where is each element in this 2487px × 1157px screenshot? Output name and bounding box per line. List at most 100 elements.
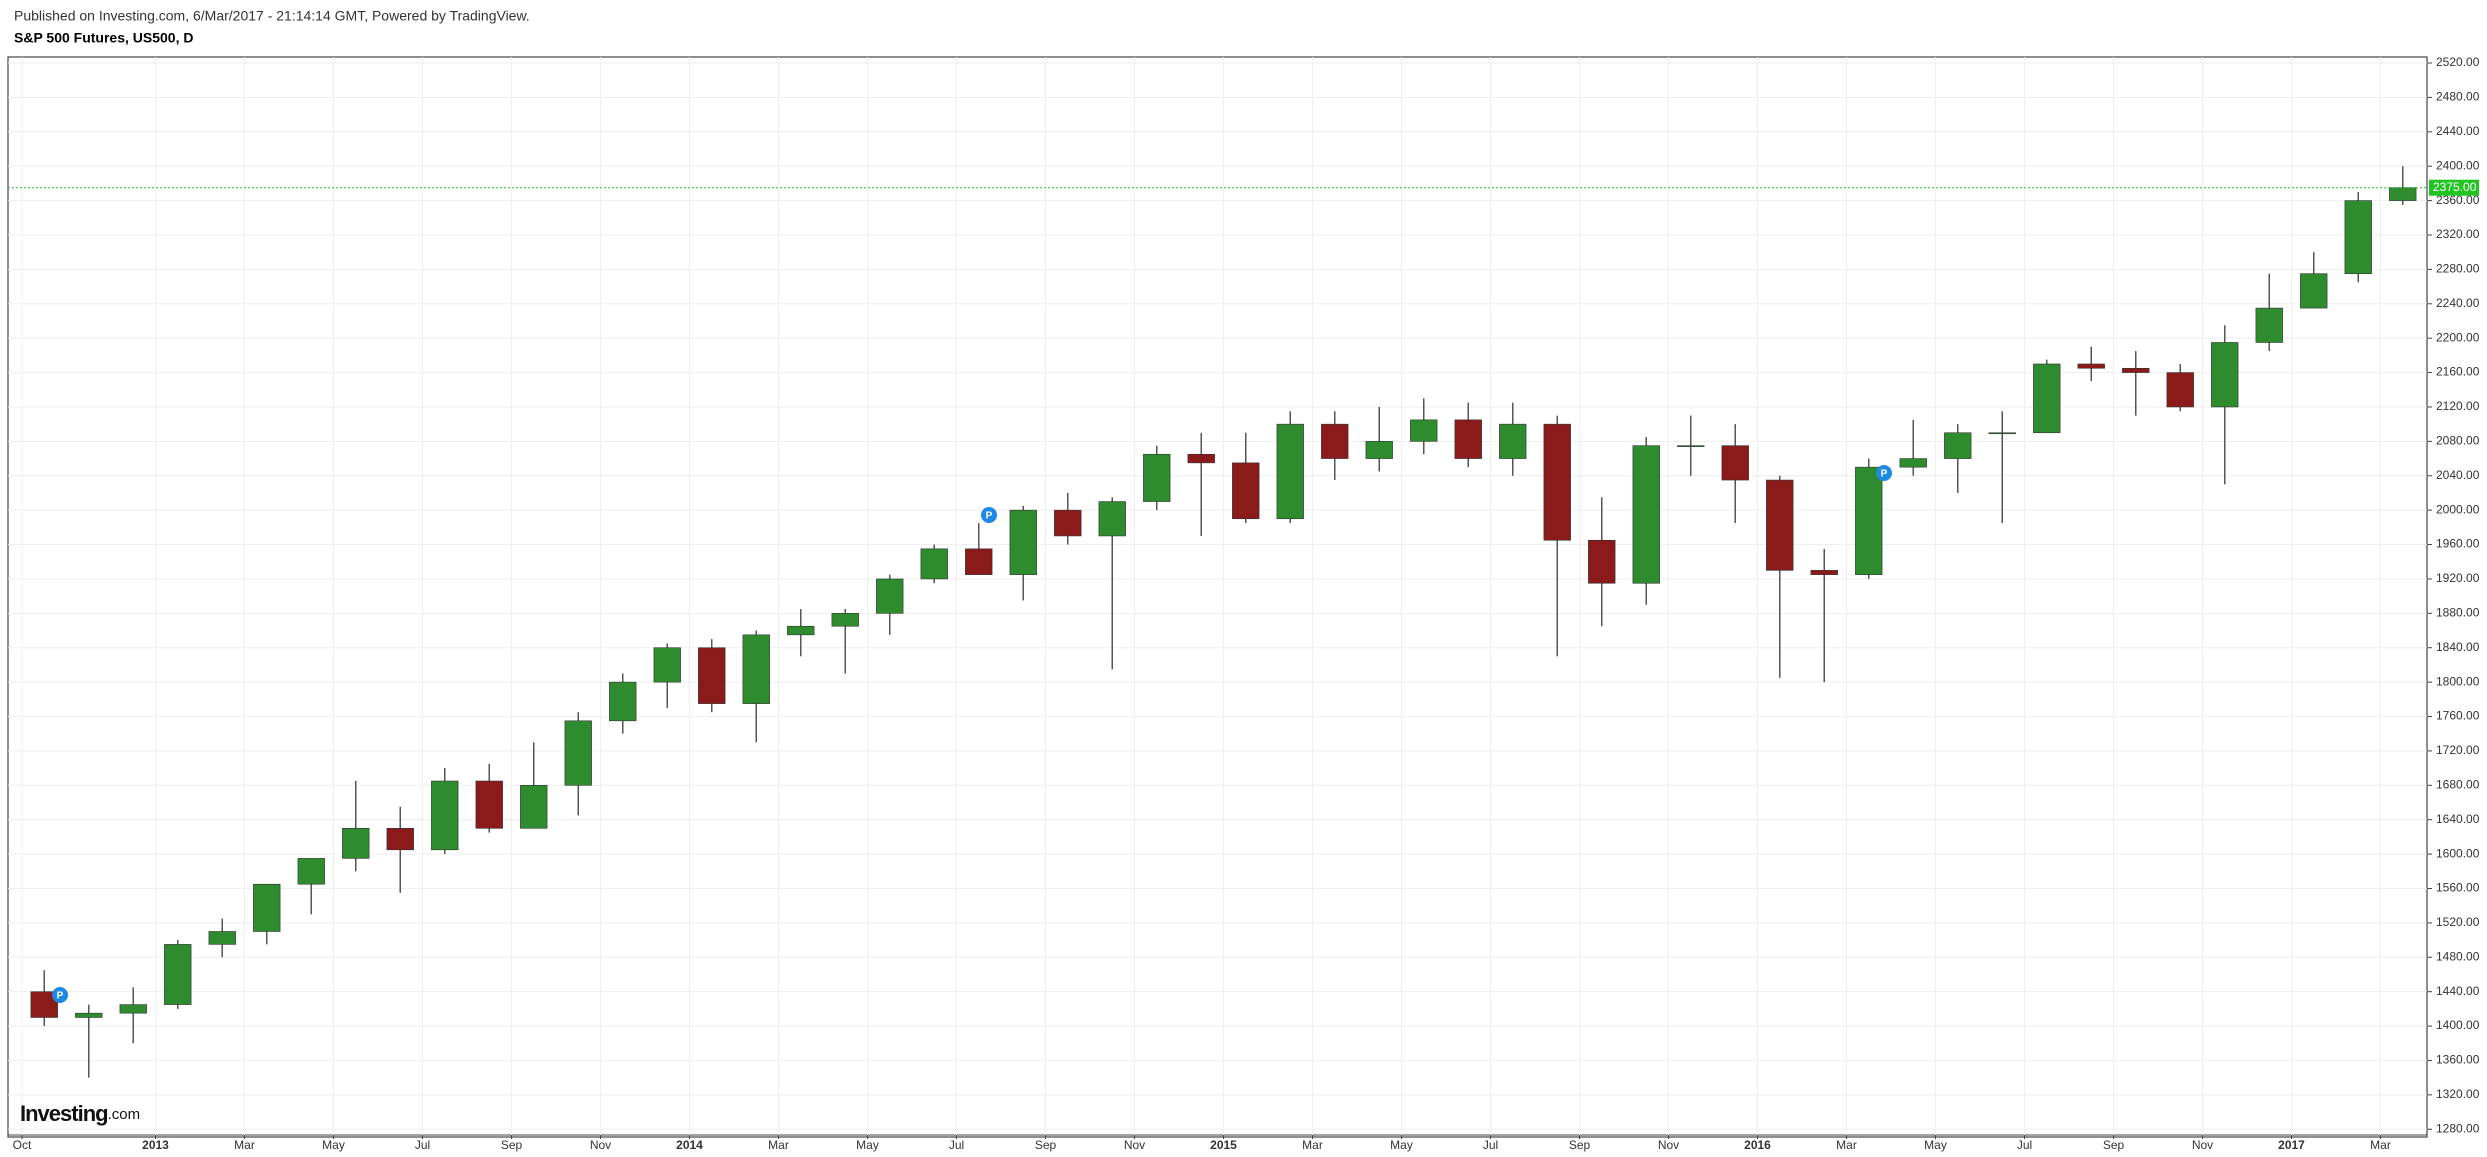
x-tick-label: May [322,1138,345,1152]
candle-body [386,828,414,851]
y-tick-label: 2400.00 [2436,158,2480,172]
watermark-suffix: .com [108,1106,141,1123]
x-tick-label: Mar [2370,1138,2391,1152]
candle-body [1721,445,1749,481]
chart-subtitle: Published on Investing.com, 6/Mar/2017 -… [14,8,530,24]
y-tick-label: 2480.00 [2436,90,2480,104]
candle-body [2077,363,2105,369]
x-tick-label: 2016 [1744,1138,1771,1152]
candle-body [1632,445,1660,584]
y-tick-label: 1480.00 [2436,949,2480,963]
candle-body [1766,479,1794,571]
x-tick-label: 2015 [1210,1138,1237,1152]
y-tick-label: 1960.00 [2436,537,2480,551]
event-marker[interactable]: P [981,507,997,523]
candle-body [1098,501,1126,537]
x-tick-label: Mar [234,1138,255,1152]
y-tick-label: 1360.00 [2436,1053,2480,1067]
x-tick-label: Sep [501,1138,523,1152]
candle-body [831,613,859,627]
candle-body [2033,363,2061,434]
last-price-label: 2375.00 [2433,180,2477,194]
x-tick-label: Mar [768,1138,789,1152]
candle-body [2211,342,2239,408]
candle-body [1543,423,1571,541]
candle-body [1054,509,1082,537]
y-tick-label: 2320.00 [2436,227,2480,241]
svg-text:P: P [57,991,64,1002]
x-tick-label: Mar [1302,1138,1323,1152]
candle-body [1276,423,1304,520]
y-tick-label: 1680.00 [2436,777,2480,791]
candle-body [965,548,993,575]
candle-body [164,944,192,1005]
candle-body [1232,462,1260,520]
candle-body [475,780,503,829]
x-tick-label: Nov [1124,1138,1145,1152]
plot-frame [7,56,2428,1138]
y-tick-label: 1280.00 [2436,1121,2480,1135]
y-tick-label: 1520.00 [2436,915,2480,929]
candle-body [1588,539,1616,584]
x-tick-label: Jul [2017,1138,2032,1152]
svg-text:P: P [1881,469,1888,480]
y-tick-label: 1560.00 [2436,881,2480,895]
x-tick-label: 2017 [2278,1138,2305,1152]
last-price-box [2429,179,2479,196]
x-tick-label: Nov [590,1138,611,1152]
candle-body [1810,570,1838,575]
candle-body [75,1012,103,1018]
candle-body [1899,458,1927,468]
y-tick-label: 2240.00 [2436,296,2480,310]
x-tick-label: Sep [2103,1138,2125,1152]
x-tick-label: Sep [1569,1138,1591,1152]
candle-body [1944,432,1972,459]
candle-body [1321,423,1349,459]
y-tick-label: 1400.00 [2436,1018,2480,1032]
x-tick-label: 2014 [676,1138,703,1152]
candle-body [1365,441,1393,459]
candle-body [520,785,548,829]
y-tick-label: 2360.00 [2436,193,2480,207]
x-tick-label: 2013 [142,1138,169,1152]
y-tick-label: 1600.00 [2436,846,2480,860]
x-tick-label: May [1390,1138,1413,1152]
candle-body [253,883,281,932]
event-marker[interactable]: P [1876,465,1892,481]
candle-body [876,578,904,614]
candle-body [698,647,726,704]
y-tick-label: 1920.00 [2436,571,2480,585]
candle-body [742,634,770,704]
candle-body [564,720,592,786]
y-tick-label: 2040.00 [2436,468,2480,482]
candle-body [2255,307,2283,343]
x-tick-label: Nov [2192,1138,2213,1152]
x-tick-label: Mar [1836,1138,1857,1152]
x-tick-label: Jul [415,1138,430,1152]
y-tick-label: 1640.00 [2436,812,2480,826]
candle-body [119,1004,147,1014]
x-tick-label: May [1924,1138,1947,1152]
candle-body [1009,509,1037,575]
candle-body [1410,419,1438,442]
candle-body [2344,200,2372,274]
candle-body [431,780,459,851]
event-marker[interactable]: P [52,987,68,1003]
y-tick-label: 2440.00 [2436,124,2480,138]
x-tick-label: Jul [949,1138,964,1152]
chart-title: S&P 500 Futures, US500, D [14,30,193,46]
candle-body [208,931,236,945]
y-tick-label: 2000.00 [2436,502,2480,516]
y-tick-label: 1800.00 [2436,674,2480,688]
candle-body [342,828,370,859]
x-tick-label: Jul [1483,1138,1498,1152]
candle-body [2300,273,2328,309]
y-tick-label: 2280.00 [2436,262,2480,276]
x-tick-label: Sep [1035,1138,1057,1152]
candle-body [2122,367,2150,373]
candle-body [609,681,637,722]
y-tick-label: 1760.00 [2436,709,2480,723]
y-tick-label: 2120.00 [2436,399,2480,413]
